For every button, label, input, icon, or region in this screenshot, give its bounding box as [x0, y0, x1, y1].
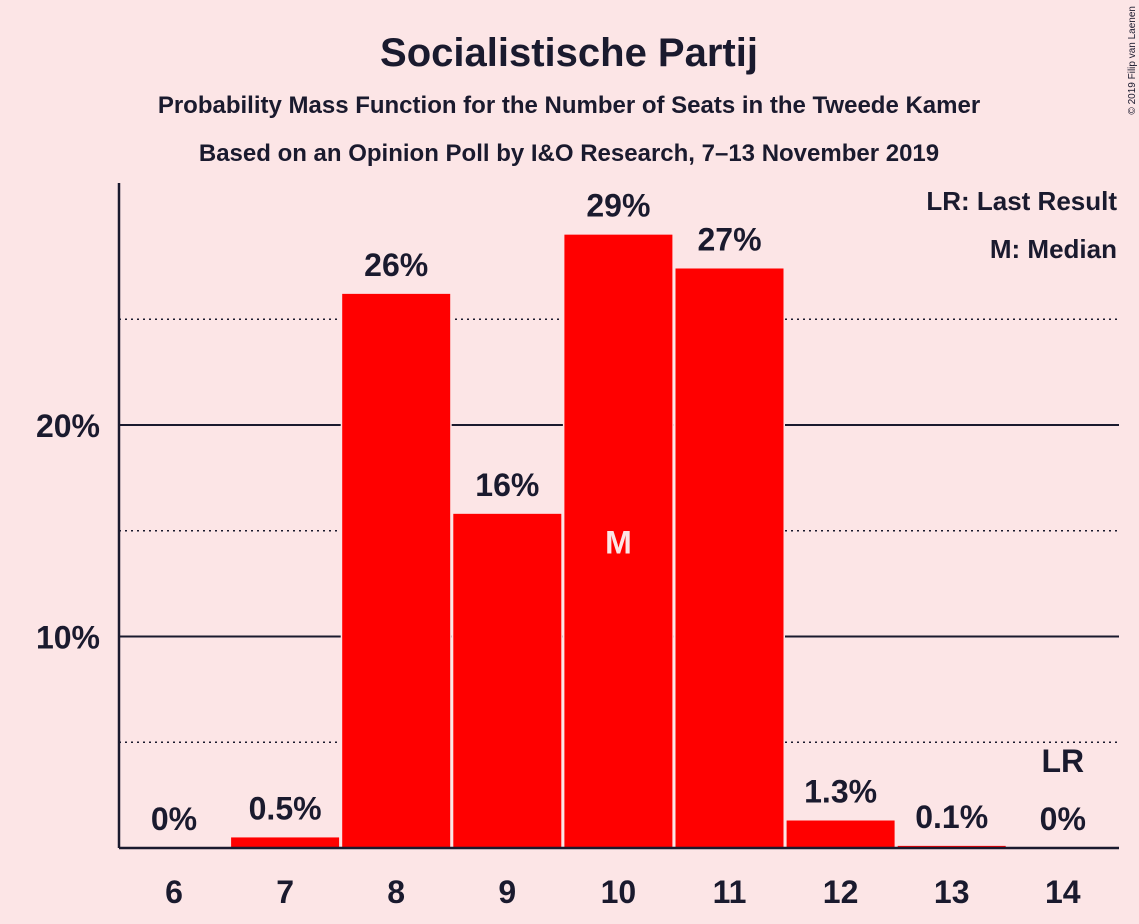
chart-subtitle-2: Based on an Opinion Poll by I&O Research…: [199, 140, 939, 167]
bar-value-label-12: 1.3%: [804, 774, 877, 810]
x-tick-label-9: 9: [498, 874, 516, 910]
bar-value-label-6: 0%: [151, 801, 197, 837]
bar-value-label-8: 26%: [364, 247, 428, 283]
chart-subtitle-1: Probability Mass Function for the Number…: [158, 92, 980, 119]
x-tick-label-14: 14: [1045, 874, 1081, 910]
x-tick-label-8: 8: [387, 874, 405, 910]
bar-11: [675, 268, 784, 848]
y-tick-label-1: 20%: [36, 408, 100, 444]
y-tick-label-0: 10%: [36, 620, 100, 656]
bar-value-label-11: 27%: [697, 221, 761, 257]
chart-title: Socialistische Partij: [380, 31, 758, 75]
bar-value-label-13: 0.1%: [915, 799, 988, 835]
bar-value-label-14: 0%: [1040, 801, 1086, 837]
copyright-text: © 2019 Filip van Laenen: [1127, 6, 1138, 115]
legend-median: M: Median: [990, 234, 1117, 264]
bar-value-label-10: 29%: [586, 188, 650, 224]
legend-last-result: LR: Last Result: [926, 186, 1117, 216]
bar-9: [453, 513, 562, 848]
marker-m: M: [605, 524, 632, 560]
bar-value-label-9: 16%: [475, 467, 539, 503]
x-tick-label-13: 13: [934, 874, 970, 910]
marker-lr: LR: [1041, 743, 1084, 779]
bar-7: [231, 837, 340, 848]
bars: [229, 232, 1008, 848]
x-tick-label-10: 10: [601, 874, 637, 910]
bar-labels: 0% 6 0.5% 7 26% 8 16% 9 29% 10 27% 11 1.3% 12 0.1% 13 0%…: [151, 188, 1086, 910]
bar-12: [786, 820, 895, 848]
bar-value-label-7: 0.5%: [249, 790, 322, 826]
x-tick-label-12: 12: [823, 874, 859, 910]
bar-8: [342, 293, 451, 848]
x-tick-label-7: 7: [276, 874, 294, 910]
x-tick-label-11: 11: [713, 874, 747, 910]
bar-10: [564, 234, 673, 848]
x-tick-label-6: 6: [165, 874, 183, 910]
axes: 10% 20%: [36, 183, 1119, 850]
